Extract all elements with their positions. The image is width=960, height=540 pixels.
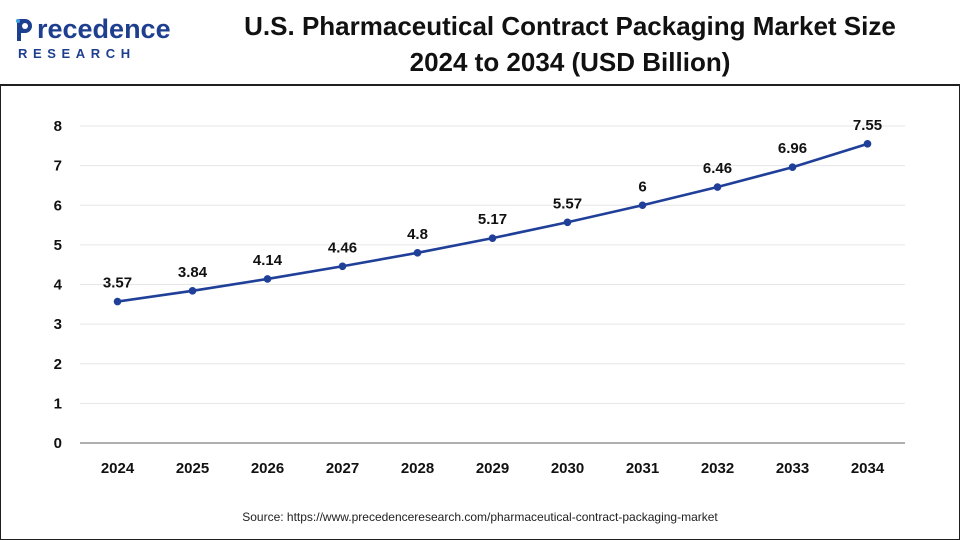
brand-wordmark: recedence xyxy=(14,14,171,45)
line-chart: 0 1 2 3 4 5 6 7 8 2024 2025 2026 2027 2028 2029 2030 203… xyxy=(54,117,905,477)
y-tick-label: 4 xyxy=(54,277,63,294)
brand-p-icon xyxy=(14,17,36,43)
chart-title-line2: 2024 to 2034 (USD Billion) xyxy=(409,47,731,77)
data-label: 5.17 xyxy=(478,211,507,228)
data-point xyxy=(488,234,497,242)
x-tick-label: 2024 xyxy=(101,460,135,477)
x-tick-label: 2028 xyxy=(401,460,434,477)
x-tick-label: 2030 xyxy=(551,460,584,477)
x-tick-label: 2031 xyxy=(626,460,659,477)
x-tick-label: 2026 xyxy=(251,460,284,477)
data-point xyxy=(188,287,197,295)
data-label: 5.57 xyxy=(553,195,582,212)
data-label: 4.14 xyxy=(253,252,283,269)
y-tick-label: 3 xyxy=(54,316,62,333)
chart-title-line1: U.S. Pharmaceutical Contract Packaging M… xyxy=(244,11,896,41)
data-label: 6 xyxy=(638,178,646,195)
x-tick-label: 2027 xyxy=(326,460,359,477)
chart-title: U.S. Pharmaceutical Contract Packaging M… xyxy=(200,8,940,80)
y-tick-label: 7 xyxy=(54,158,62,175)
header-bar: recedence RESEARCH U.S. Pharmaceutical C… xyxy=(0,0,960,86)
data-label: 4.46 xyxy=(328,239,357,256)
data-label: 7.55 xyxy=(853,117,882,134)
x-tick-label: 2033 xyxy=(776,460,809,477)
brand-name-main: recedence xyxy=(37,14,171,44)
y-tick-label: 2 xyxy=(54,356,62,373)
data-point xyxy=(563,218,572,227)
x-tick-label: 2034 xyxy=(851,460,885,477)
brand-logo: recedence RESEARCH xyxy=(14,14,174,70)
x-tick-label: 2025 xyxy=(176,460,209,477)
data-point xyxy=(863,140,872,148)
source-text: Source: https://www.precedenceresearch.c… xyxy=(242,510,718,524)
data-point xyxy=(788,163,797,172)
data-point xyxy=(413,249,422,257)
y-tick-label: 6 xyxy=(54,197,62,214)
x-tick-label: 2029 xyxy=(476,460,509,477)
y-tick-label: 0 xyxy=(54,435,62,452)
y-tick-label: 1 xyxy=(54,395,62,412)
data-label: 6.46 xyxy=(703,160,732,177)
y-tick-label: 8 xyxy=(54,118,62,135)
data-point xyxy=(113,297,122,306)
data-label: 3.84 xyxy=(178,264,208,281)
y-tick-label: 5 xyxy=(54,237,62,254)
data-point xyxy=(713,183,722,191)
data-point xyxy=(263,275,272,283)
data-point xyxy=(638,201,647,210)
data-point xyxy=(338,262,347,271)
data-label: 4.8 xyxy=(407,226,428,243)
data-label: 6.96 xyxy=(778,140,807,157)
data-label: 3.57 xyxy=(103,275,132,292)
x-tick-label: 2032 xyxy=(701,460,734,477)
brand-name-sub: RESEARCH xyxy=(18,46,136,61)
